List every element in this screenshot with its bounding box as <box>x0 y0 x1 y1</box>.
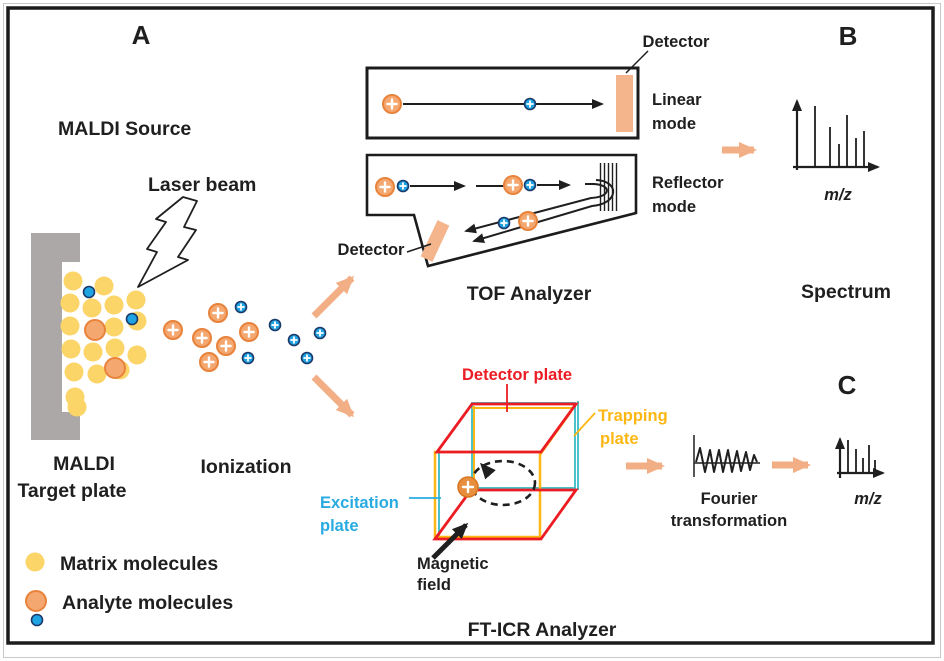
matrix <box>105 338 125 358</box>
matrix <box>104 295 124 315</box>
arrow-to-tof <box>311 275 355 319</box>
detector-side-pointer <box>406 243 432 253</box>
magnetic-field-label-line1: Magnetic <box>417 555 489 573</box>
legend-matrix-swatch <box>25 552 45 572</box>
matrix <box>64 362 84 382</box>
panel-c-label: C <box>838 370 857 400</box>
matrix <box>63 271 83 291</box>
target-plate-label-line2: Target plate <box>17 480 126 502</box>
embedded-analyte <box>104 357 126 379</box>
fid-signal <box>693 435 760 477</box>
panel-b-label: B <box>839 21 858 51</box>
matrix <box>82 298 102 318</box>
maldi-source-label: MALDI Source <box>58 118 191 140</box>
target-plate-label-line1: MALDI <box>53 453 115 475</box>
fticr-analyzer-label: FT-ICR Analyzer <box>468 619 617 641</box>
spectrum-b-axis-label: m/z <box>824 186 852 204</box>
ionization-label: Ionization <box>201 456 292 478</box>
laser-bolt-icon <box>137 196 198 288</box>
cube-top-face-red <box>434 402 579 454</box>
excitation-plate-label-line1: Excitation <box>320 494 399 512</box>
reflector-detector-bar <box>420 220 450 262</box>
embedded-analyte <box>84 319 106 341</box>
magnetic-field-arrow <box>431 522 469 560</box>
fticr-cell <box>431 401 579 560</box>
matrix <box>83 342 103 362</box>
reflector-return-path-1 <box>464 183 608 234</box>
embedded-cations <box>82 285 96 299</box>
linear-detector-bar <box>616 75 633 132</box>
matrix <box>60 293 80 313</box>
orbit-direction-arrow <box>480 462 496 480</box>
linear-mode-label-line1: Linear <box>652 91 702 109</box>
matrix <box>87 364 107 384</box>
magnetic-field-label-line2: field <box>417 576 451 594</box>
trapping-plate-label-line2: plate <box>600 430 639 448</box>
legend-analyte-swatch <box>25 590 47 612</box>
outer-frame <box>3 3 941 658</box>
spectrum-c-axis-label: m/z <box>854 490 882 508</box>
spectrum-c-peaks <box>847 440 876 472</box>
spectrum-label: Spectrum <box>801 281 891 303</box>
matrix <box>126 290 146 310</box>
matrix <box>94 276 114 296</box>
detector-top-pointer <box>625 50 649 74</box>
matrix <box>127 345 147 365</box>
matrix <box>61 339 81 359</box>
maldi-target-plate <box>31 233 80 440</box>
reflector-mode-label-line1: Reflector <box>652 174 724 192</box>
panel-a-label: A <box>132 20 151 50</box>
trapping-plate-pointer <box>573 412 596 437</box>
embedded-cations <box>125 312 139 326</box>
laser-beam-label: Laser beam <box>148 174 256 196</box>
reflector-return-path-2 <box>472 179 615 243</box>
detector-side-label: Detector <box>338 241 406 259</box>
excitation-plate-label-line2: plate <box>320 517 359 535</box>
cube-bottom-face-red <box>432 488 579 541</box>
matrix <box>60 316 80 336</box>
trapping-plate-label-line1: Trapping <box>598 407 668 425</box>
fourier-label-line2: transformation <box>671 512 787 530</box>
reflector-mode-label-line2: mode <box>652 198 696 216</box>
legend-matrix-label: Matrix molecules <box>60 553 218 575</box>
spectrum-b-peaks <box>814 106 865 167</box>
detector-top-label: Detector <box>643 33 711 51</box>
legend-analyte-label: Analyte molecules <box>62 592 233 614</box>
detector-plate-label: Detector plate <box>462 366 572 384</box>
legend-cation-swatch <box>30 613 44 627</box>
molecules-layer <box>60 94 538 498</box>
tof-analyzer-label: TOF Analyzer <box>467 283 592 305</box>
arrow-to-fticr <box>311 374 355 418</box>
linear-mode-label-line2: mode <box>652 115 696 133</box>
fourier-label-line1: Fourier <box>701 490 758 508</box>
matrix <box>67 397 87 417</box>
matrix <box>104 317 124 337</box>
